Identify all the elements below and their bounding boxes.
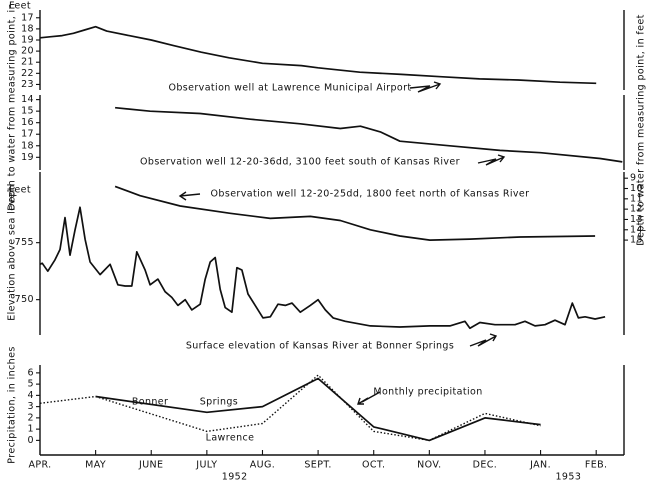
x-tick-label: JAN.: [529, 460, 551, 471]
y-tick-label: 15: [21, 106, 34, 117]
y2-tick-label: 15: [630, 235, 643, 246]
data-line: [39, 374, 541, 442]
y-tick-label: 20: [21, 46, 34, 57]
y-tick-label: 23: [21, 79, 34, 90]
y-tick-label: 17: [21, 12, 34, 23]
y-tick-label: 755: [15, 237, 34, 248]
y-tick-label: 3: [28, 401, 34, 412]
y-tick-label: 1: [28, 424, 34, 435]
y-tick-label: 4: [28, 390, 34, 401]
data-line: [39, 206, 606, 330]
y-unit: Feet: [9, 185, 31, 196]
y-tick-label: 750: [15, 294, 34, 305]
y-axis-label: Precipitation, in inches: [7, 346, 18, 463]
data-line: [114, 185, 596, 241]
y2-tick-label: 13: [630, 214, 643, 225]
y2-tick-label: 11: [630, 193, 643, 204]
series-label: Surface elevation of Kansas River at Bon…: [186, 341, 454, 352]
series-label: Lawrence: [206, 433, 255, 444]
x-tick-label: NOV.: [417, 460, 441, 471]
y-tick-label: 5: [28, 379, 34, 390]
y-tick-label: 18: [21, 140, 34, 151]
y-tick-label: 18: [21, 23, 34, 34]
arrow: [477, 154, 506, 166]
x-tick-label: DEC.: [473, 460, 498, 471]
y-tick-label: 19: [21, 152, 34, 163]
y-tick-label: 14: [21, 94, 34, 105]
y-tick-label: 0: [28, 435, 34, 446]
y2-tick-label: 12: [630, 204, 643, 215]
pointer-arrows: [178, 81, 506, 405]
x-tick-label: JULY: [195, 460, 217, 471]
y-tick-label: 17: [21, 129, 34, 140]
y-axis-label: Elevation above sea level: [7, 189, 18, 321]
series-label: Bonner Springs: [132, 397, 238, 408]
x-tick-label: MAY: [85, 460, 106, 471]
y-tick-label: 21: [21, 57, 34, 68]
data-line: [39, 25, 597, 85]
series-label: Observation well 12-20-25dd, 1800 feet n…: [211, 189, 530, 200]
data-line: [115, 106, 623, 163]
year-label: 1952: [222, 472, 248, 482]
y2-tick-label: 14: [630, 224, 643, 235]
series-label: Observation well 12-20-36dd, 3100 feet s…: [140, 157, 460, 168]
y-axis-label: Depth to water from measuring point, in …: [7, 0, 18, 211]
annotation: Monthly precipitation: [373, 387, 482, 398]
arrow: [469, 333, 498, 347]
y-tick-label: 6: [28, 367, 34, 378]
y-unit: Feet: [9, 1, 31, 12]
year-label: 1953: [555, 472, 581, 482]
y-tick-label: 16: [21, 117, 34, 128]
arrow: [178, 191, 201, 201]
y-tick-label: 19: [21, 35, 34, 46]
y-tick-label: 2: [28, 412, 34, 423]
arrow: [409, 81, 442, 93]
x-tick-label: OCT.: [362, 460, 385, 471]
x-tick-label: AUG.: [250, 460, 275, 471]
x-tick-label: JUNE: [138, 460, 163, 471]
data-line: [95, 377, 541, 442]
series-label: Observation well at Lawrence Municipal A…: [168, 83, 411, 94]
x-tick-label: FEB.: [585, 460, 608, 471]
y2-tick-label: 9: [630, 173, 636, 184]
x-tick-label: SEPT.: [304, 460, 331, 471]
arrow: [357, 391, 381, 405]
x-tick-label: APR.: [28, 460, 51, 471]
y2-axis-label: Depth to water from measuring point, in …: [636, 14, 647, 246]
y2-tick-label: 10: [630, 183, 643, 194]
y-tick-label: 22: [21, 68, 34, 79]
